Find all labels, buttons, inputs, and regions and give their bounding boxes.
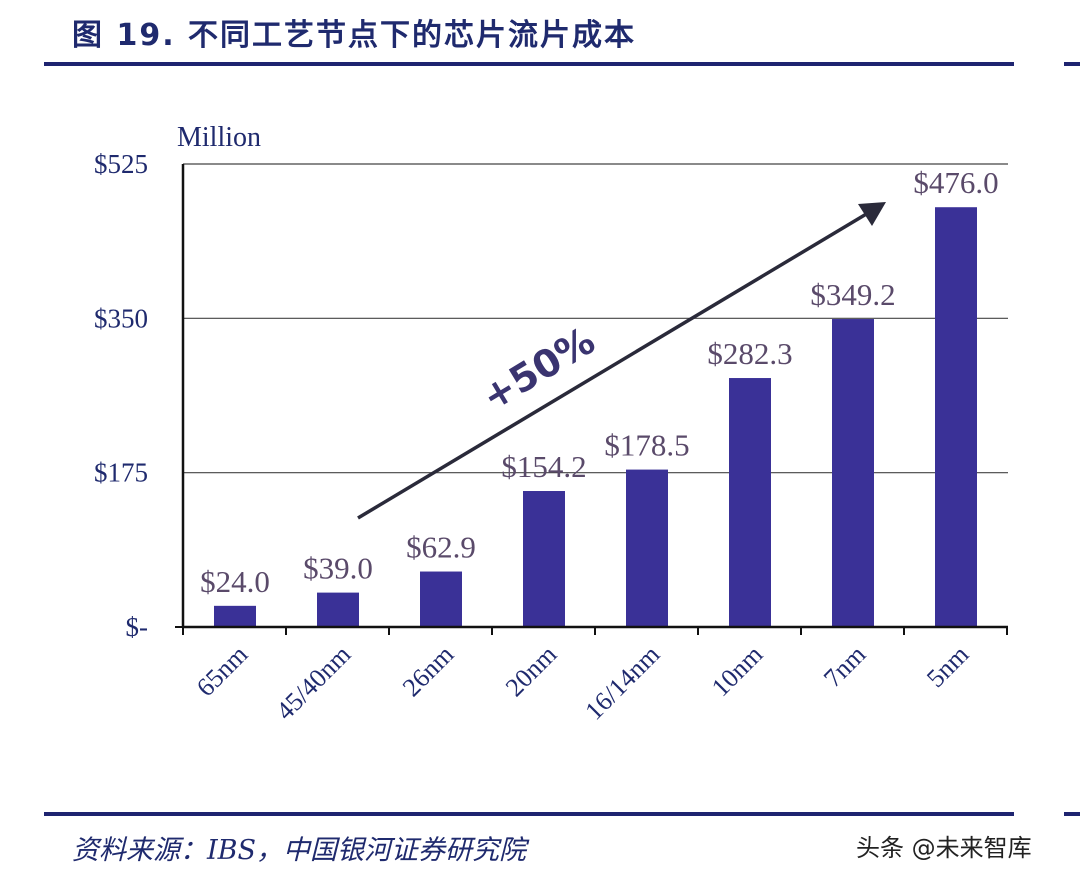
- data-label: $39.0: [303, 551, 373, 586]
- bar: [523, 491, 565, 627]
- growth-annotation: +50%: [474, 318, 602, 419]
- bar: [832, 319, 874, 627]
- bottom-rule-right: [1064, 812, 1080, 816]
- x-tick-label: 65nm: [191, 640, 253, 702]
- y-tick-label: $-: [126, 612, 149, 642]
- x-tick-label: 7nm: [818, 640, 871, 693]
- y-tick-label: $525: [94, 149, 148, 179]
- bottom-rule: [44, 812, 1014, 816]
- data-label: $178.5: [604, 428, 689, 463]
- x-tick-label: 20nm: [500, 640, 562, 702]
- x-tick-label: 45/40nm: [270, 640, 356, 726]
- bar: [214, 605, 256, 627]
- x-tick-label: 5nm: [921, 640, 974, 693]
- bar: [420, 571, 462, 627]
- y-tick-label: $175: [94, 458, 148, 488]
- figure-title: 图 19. 不同工艺节点下的芯片流片成本: [72, 18, 637, 53]
- bar: [317, 592, 359, 627]
- x-tick-label: 26nm: [397, 640, 459, 702]
- bar: [626, 469, 668, 627]
- top-rule-right: [1064, 62, 1080, 66]
- data-label: $349.2: [810, 277, 895, 312]
- x-tick-label: 10nm: [706, 640, 768, 702]
- data-label: $154.2: [501, 449, 586, 484]
- x-tick-label: 16/14nm: [579, 640, 665, 726]
- x-tick-labels: 65nm 45/40nm 26nm 20nm 16/14nm 10nm 7nm 5nm: [191, 640, 974, 726]
- arrow-line: [357, 211, 869, 520]
- bars: [214, 207, 977, 628]
- data-label: $62.9: [406, 530, 476, 565]
- data-label: $282.3: [707, 336, 792, 371]
- watermark: 头条 @未来智库: [856, 834, 1032, 862]
- arrow-head: [858, 202, 886, 226]
- bar-chart: $- $175 $350 $525 65nm 45/40nm 26nm 20nm 16/14n…: [94, 122, 1008, 726]
- axes: [175, 164, 1008, 635]
- data-labels: $24.0 $39.0 $62.9 $154.2 $178.5 $282.3 $349.2 $…: [200, 165, 999, 599]
- bar: [935, 207, 977, 628]
- source-note: 资料来源：IBS，中国银河证券研究院: [72, 835, 527, 866]
- unit-label: Million: [177, 122, 261, 153]
- growth-arrow: +50%: [357, 202, 886, 520]
- top-rule: [44, 62, 1014, 66]
- bar: [729, 378, 771, 627]
- y-tick-labels: $- $175 $350 $525: [94, 149, 148, 642]
- data-label: $24.0: [200, 564, 270, 599]
- y-tick-label: $350: [94, 303, 148, 333]
- data-label: $476.0: [913, 165, 998, 200]
- grid-lines: [183, 163, 1008, 474]
